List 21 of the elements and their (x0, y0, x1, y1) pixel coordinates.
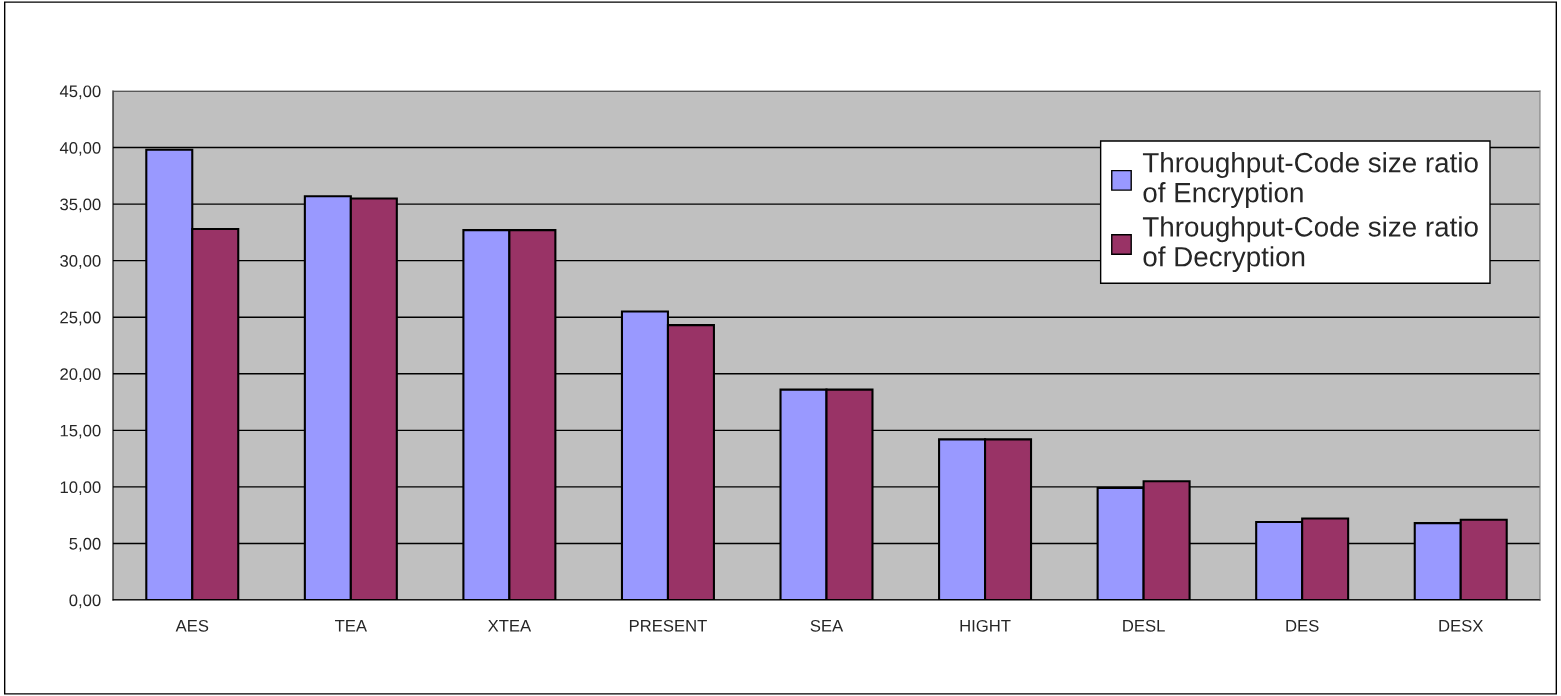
x-tick-label: PRESENT (629, 619, 707, 632)
y-tick-label: 15,00 (60, 424, 101, 439)
y-tick-label: 40,00 (59, 141, 101, 156)
y-tick-label: 45,00 (59, 85, 101, 100)
legend-label: Throughput-Code size ratio of Encryption (1142, 152, 1478, 208)
y-tick-label: 10,00 (60, 481, 101, 496)
x-tick-label: DES (1286, 619, 1319, 632)
x-tick-label: DESX (1439, 619, 1484, 632)
x-tick-label: XTEA (488, 620, 532, 632)
y-tick-label: 25,00 (60, 311, 101, 326)
y-tick-label: 20,00 (60, 368, 101, 382)
x-tick-label: AES (175, 619, 209, 632)
legend-label: Throughput-Code size ratio of Decryption (1142, 216, 1478, 273)
y-tick-label: 5,00 (69, 537, 101, 552)
x-tick-label: HIGHT (960, 619, 1011, 632)
y-tick-label: 35,00 (60, 198, 101, 213)
x-tick-label: DESL (1123, 619, 1165, 632)
y-tick-label: 30,00 (60, 255, 101, 269)
x-tick-label: TEA (335, 620, 368, 632)
y-tick-label: 0,00 (69, 594, 101, 609)
x-tick-label: SEA (810, 619, 844, 632)
